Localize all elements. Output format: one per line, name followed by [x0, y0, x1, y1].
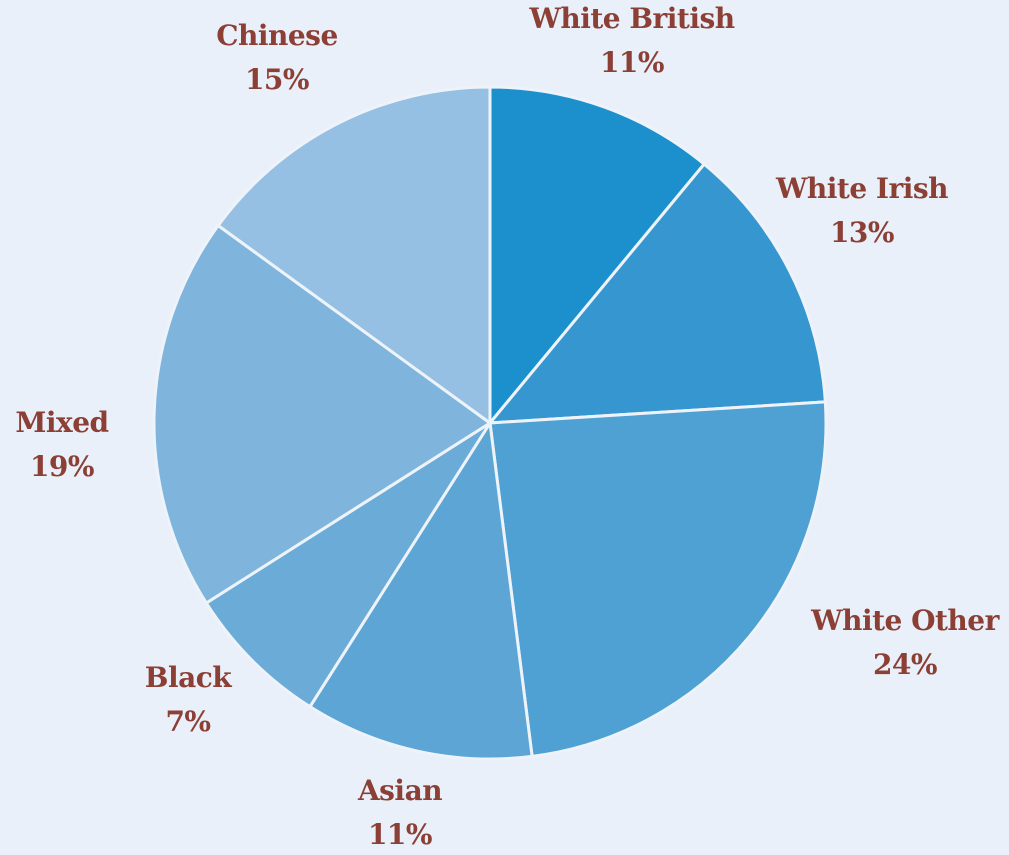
slice-label: Asian: [357, 774, 442, 807]
slice-label: White Irish: [775, 172, 948, 205]
pie-slice-mixed: [152, 224, 492, 605]
slice-label: Black: [145, 661, 232, 694]
slice-value-label: 15%: [245, 63, 309, 96]
slice-value-label: 13%: [830, 216, 894, 249]
pie-slice-white-british: [488, 85, 706, 425]
slice-label: Mixed: [15, 406, 108, 439]
slice-value-label: 19%: [30, 450, 94, 483]
pie-slices: [152, 85, 828, 761]
slice-label: White Other: [810, 604, 1000, 637]
slice-value-label: 11%: [600, 46, 664, 79]
slice-label: White British: [528, 2, 734, 35]
slice-value-label: 24%: [873, 648, 937, 681]
pie-slice-black: [204, 421, 492, 709]
pie-slice-chinese: [216, 85, 492, 425]
pie-labels: White British 11% White Irish 13% White Othe…: [15, 2, 1001, 851]
pie-slice-asian: [308, 421, 534, 761]
slice-label: Chinese: [216, 19, 338, 52]
slice-value-label: 7%: [165, 705, 210, 738]
pie-slice-white-irish: [488, 162, 827, 425]
pie-slice-white-other: [488, 400, 828, 758]
slice-value-label: 11%: [368, 818, 432, 851]
